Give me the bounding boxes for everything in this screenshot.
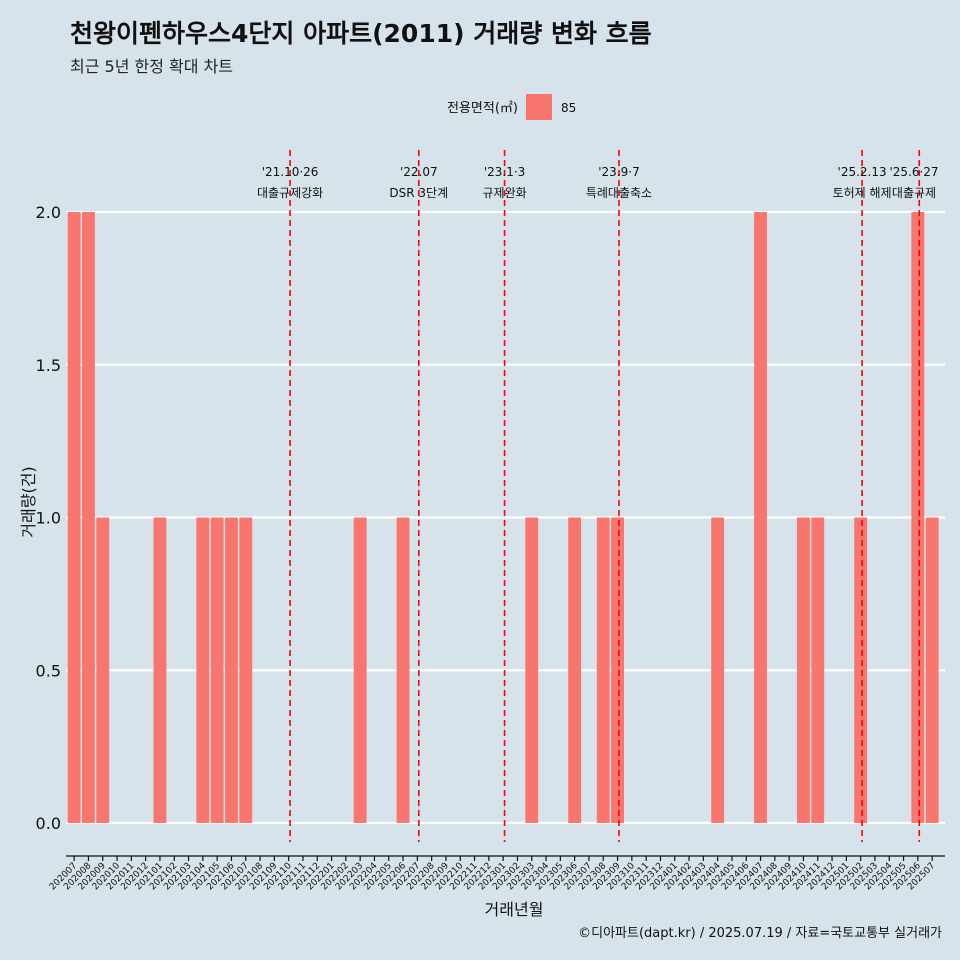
x-axis: 2020072020082020092020102020112020122021… [48, 855, 945, 892]
annotation-date: '25.2.13 [838, 165, 887, 179]
y-tick-label: 1.5 [36, 356, 61, 375]
legend: 전용면적(㎡) 85 [447, 94, 576, 120]
annotation-label: 토허제 해제 [833, 186, 892, 200]
annotation-label: DSR 3단계 [389, 186, 448, 200]
annotation-date: '25.6·27 [889, 165, 938, 179]
bar [854, 517, 868, 823]
annotation-label: 특례대출축소 [586, 186, 652, 200]
chart-subtitle: 최근 5년 한정 확대 차트 [70, 57, 234, 76]
annotation-lines [289, 150, 921, 842]
bar [153, 517, 167, 823]
y-axis-title: 거래량(건) [19, 466, 38, 537]
source-caption: ©디아파트(dapt.kr) / 2025.07.19 / 자료=국토교통부 실… [578, 926, 942, 941]
bar [925, 517, 939, 823]
annotation-date: '23.1·3 [484, 165, 525, 179]
bar [225, 517, 238, 823]
bar [239, 517, 253, 823]
bar [754, 212, 767, 823]
bar [797, 517, 810, 823]
legend-label: 85 [561, 101, 576, 115]
annotation-date: '21.10·26 [262, 165, 319, 179]
annotation-label: 규제완화 [482, 186, 526, 200]
bar [96, 517, 110, 823]
bars [67, 212, 939, 823]
bar [396, 517, 410, 823]
annotation-date: '22.07 [400, 165, 438, 179]
bar [353, 517, 367, 823]
y-axis: 0.0 0.5 1.0 1.5 2.0 [36, 203, 61, 833]
legend-title: 전용면적(㎡) [447, 101, 518, 116]
bar [568, 517, 582, 823]
bar [196, 517, 210, 823]
bar [711, 517, 725, 823]
annotation-label: 대출규제 [892, 186, 936, 200]
bar [611, 517, 624, 823]
bar [911, 212, 925, 823]
bar [525, 517, 539, 823]
y-tick-label: 1.0 [36, 509, 61, 528]
bar [596, 517, 610, 823]
chart-title: 천왕이펜하우스4단지 아파트(2011) 거래량 변화 흐름 [70, 19, 652, 48]
y-tick-label: 0.5 [36, 661, 61, 680]
bar [82, 212, 95, 823]
bar [210, 517, 224, 823]
legend-swatch [526, 94, 552, 120]
y-tick-label: 0.0 [36, 814, 61, 833]
bar [67, 212, 81, 823]
bar [811, 517, 825, 823]
x-axis-title: 거래년월 [485, 900, 544, 919]
y-tick-label: 2.0 [36, 203, 61, 222]
annotation-date: '23.9·7 [598, 165, 639, 179]
annotation-label: 대출규제강화 [257, 186, 323, 200]
annotation-labels: '21.10·26 대출규제강화 '22.07 DSR 3단계 '23.1·3 규제완화 '… [257, 165, 939, 200]
